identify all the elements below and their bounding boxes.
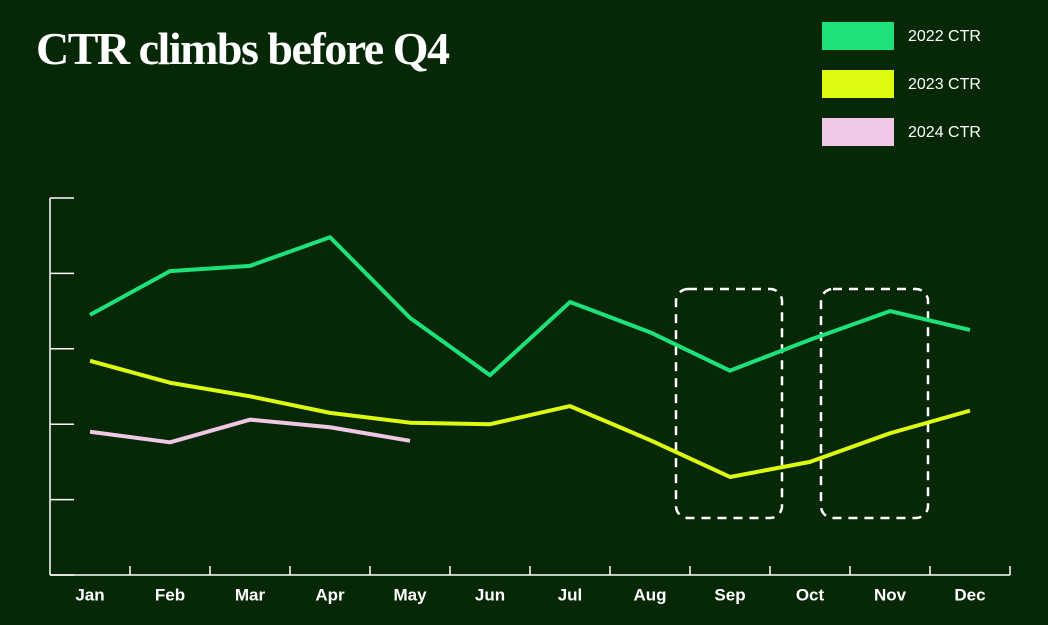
- legend-label: 2024 CTR: [908, 124, 981, 141]
- x-tick-label: Mar: [235, 585, 266, 604]
- highlight-box: [674, 287, 784, 520]
- x-tick-label: Jul: [558, 585, 583, 604]
- x-tick-label: Aug: [633, 585, 666, 604]
- series-line: [89, 235, 971, 378]
- x-tick-label: Dec: [954, 585, 985, 604]
- legend-swatch: [822, 22, 894, 50]
- x-tick-label: Apr: [315, 585, 345, 604]
- x-tick-label: Nov: [874, 585, 907, 604]
- legend-swatch: [822, 70, 894, 98]
- highlight-box: [819, 287, 930, 520]
- legend-label: 2022 CTR: [908, 28, 981, 45]
- x-tick-label: May: [393, 585, 427, 604]
- x-tick-label: Oct: [796, 585, 825, 604]
- series-line: [89, 358, 971, 479]
- x-tick-label: Feb: [155, 585, 185, 604]
- x-tick-label: Sep: [714, 585, 745, 604]
- series-line: [89, 417, 411, 445]
- legend-swatch: [822, 118, 894, 146]
- legend-label: 2023 CTR: [908, 76, 981, 93]
- x-tick-label: Jun: [475, 585, 505, 604]
- x-tick-label: Jan: [75, 585, 104, 604]
- chart-title: CTR climbs before Q4: [36, 23, 450, 74]
